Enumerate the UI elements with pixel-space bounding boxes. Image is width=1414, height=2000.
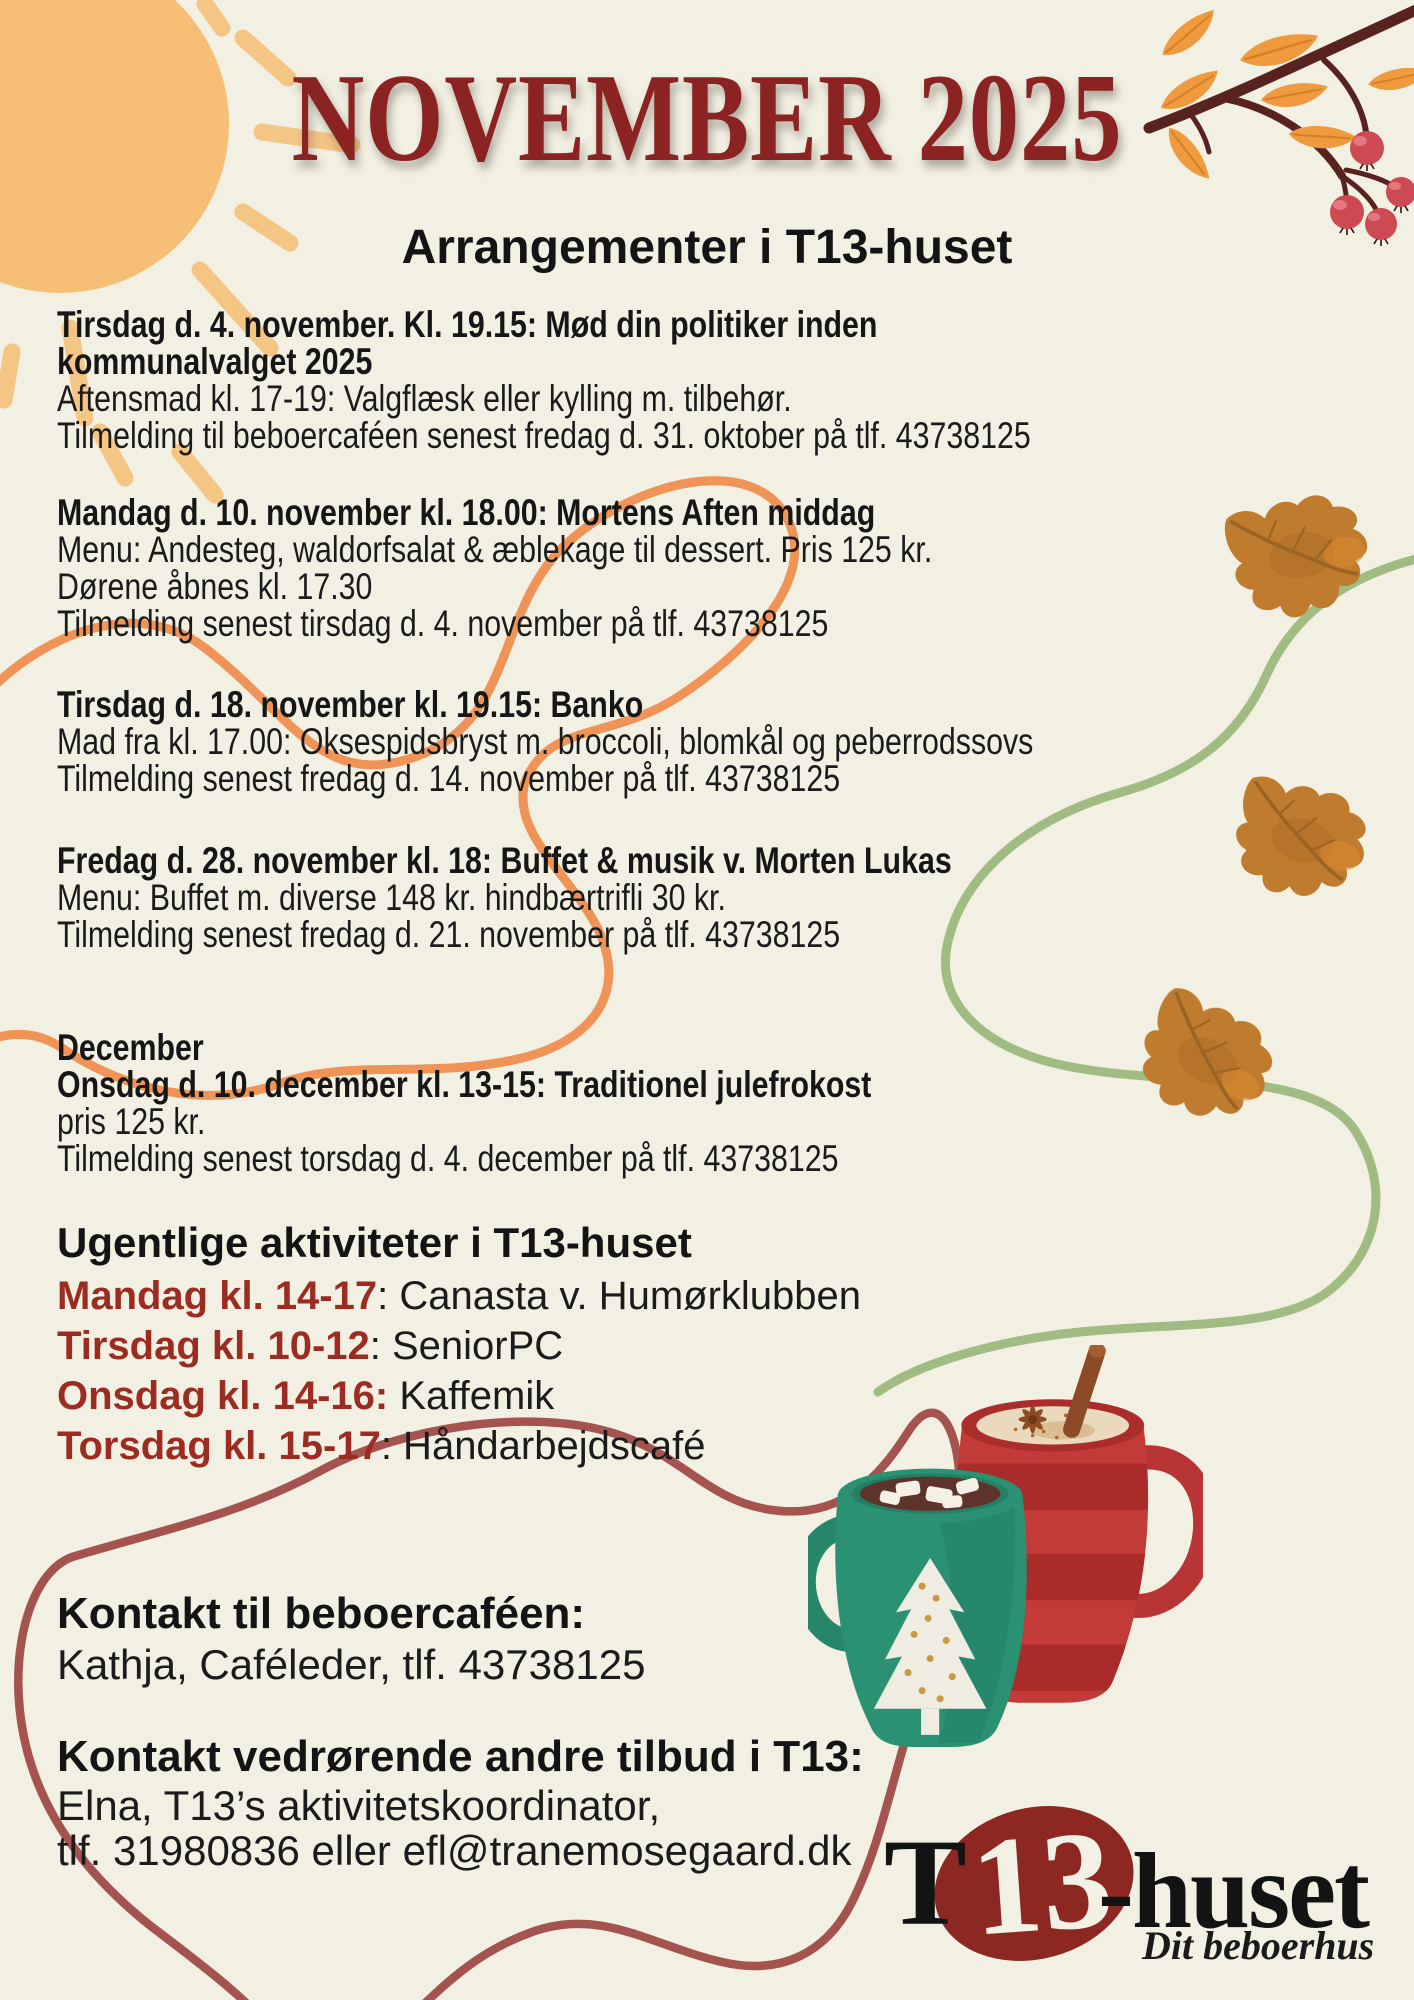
december-block: December Onsdag d. 10. december kl. 13-1… <box>57 1029 1414 1177</box>
poster-subtitle: Arrangementer i T13-huset <box>401 221 1013 274</box>
orange-squiggle <box>0 476 800 1100</box>
weekly-item: Onsdag kl. 14-16: Kaffemik <box>57 1376 861 1416</box>
event-line: Tilmelding senest fredag d. 21. november… <box>57 914 841 955</box>
logo-number: 13 <box>966 1801 1118 1966</box>
event-line: Tilmelding senest tirsdag d. 4. november… <box>57 603 829 644</box>
hot-drink-mugs-illustration <box>808 1345 1203 1747</box>
event-line: Tilmelding senest torsdag d. 4. december… <box>57 1138 839 1179</box>
contact-line: Kathja, Caféleder, tlf. 43738125 <box>57 1641 646 1688</box>
sun-icon <box>0 0 361 504</box>
weekly-item: Mandag kl. 14-17: Canasta v. Humørklubbe… <box>57 1276 861 1316</box>
event-heading: Mandag d. 10. november kl. 18.00: Morten… <box>57 492 876 533</box>
weekly-item-text: : Håndarbejdscafé <box>380 1424 706 1468</box>
weekly-item-label: Torsdag kl. 15-17 <box>57 1424 381 1468</box>
christmas-tree <box>873 1558 987 1735</box>
event-heading: Tirsdag d. 18. november kl. 19.15: Banko <box>57 684 644 725</box>
weekly-item-label: Onsdag kl. 14-16: <box>57 1374 389 1418</box>
berries <box>1330 131 1414 246</box>
event-line: Tilmelding til beboercaféen senest freda… <box>57 415 1031 456</box>
weekly-heading: Ugentlige aktiviteter i T13-huset <box>57 1219 692 1266</box>
december-label: December <box>57 1027 204 1068</box>
logo-letter-t: T <box>884 1814 967 1951</box>
weekly-item: Torsdag kl. 15-17: Håndarbejdscafé <box>57 1426 861 1466</box>
autumn-branch-berries-icon <box>1143 3 1414 246</box>
logo-suffix: -huset <box>1098 1832 1370 1951</box>
green-squiggle <box>873 554 1414 1397</box>
event-heading: Tirsdag d. 4. november. Kl. 19.15: Mød d… <box>57 304 878 382</box>
red-blob-squiggle <box>14 1408 965 2000</box>
contact-heading: Kontakt til beboercaféen: <box>57 1589 586 1638</box>
event-line: Menu: Buffet m. diverse 148 kr. hindbært… <box>57 877 726 918</box>
month-title: NOVEMBER 2025 <box>291 49 1123 188</box>
contact-other-section: Kontakt vedrørende andre tilbud i T13: E… <box>57 1731 864 1873</box>
event-line: pris 125 kr. <box>57 1101 206 1142</box>
logo-tagline: Dit beboerhus <box>1142 1923 1375 1968</box>
star-anise <box>1018 1405 1047 1434</box>
contact-cafe-section: Kontakt til beboercaféen: Kathja, Caféle… <box>57 1588 645 1690</box>
weekly-section: Ugentlige aktiviteter i T13-huset Mandag… <box>57 1219 861 1467</box>
weekly-item: Tirsdag kl. 10-12: SeniorPC <box>57 1326 861 1366</box>
event-heading: Fredag d. 28. november kl. 18: Buffet & … <box>57 840 952 881</box>
weekly-item-label: Tirsdag kl. 10-12 <box>57 1324 370 1368</box>
event-block: Tirsdag d. 18. november kl. 19.15: Banko… <box>57 686 1414 797</box>
weekly-item-text: : Canasta v. Humørklubben <box>377 1274 862 1318</box>
event-block: Mandag d. 10. november kl. 18.00: Morten… <box>57 494 1414 642</box>
event-line: Aftensmad kl. 17-19: Valgflæsk eller kyl… <box>57 378 792 419</box>
t13-logo: T 13 -huset Dit beboerhus <box>884 1784 1414 2000</box>
weekly-item-label: Mandag kl. 14-17 <box>57 1274 378 1318</box>
event-block: Tirsdag d. 4. november. Kl. 19.15: Mød d… <box>57 306 1414 454</box>
contact-heading: Kontakt vedrørende andre tilbud i T13: <box>57 1732 864 1781</box>
event-line: Tilmelding senest fredag d. 14. november… <box>57 758 841 799</box>
contact-line: tlf. 31980836 eller efl@tranemosegaard.d… <box>57 1827 852 1874</box>
contact-line: Elna, T13’s aktivitetskoordinator, <box>57 1782 661 1829</box>
weekly-item-text: Kaffemik <box>388 1374 555 1418</box>
event-block: Fredag d. 28. november kl. 18: Buffet & … <box>57 842 1414 953</box>
event-line: Menu: Andesteg, waldorfsalat & æblekage … <box>57 529 933 570</box>
weekly-item-text: : SeniorPC <box>369 1324 564 1368</box>
event-line: Dørene åbnes kl. 17.30 <box>57 566 373 607</box>
cinnamon-stick <box>1063 1345 1106 1438</box>
green-mug <box>808 1468 1027 1747</box>
december-heading: Onsdag d. 10. december kl. 13-15: Tradit… <box>57 1064 872 1105</box>
event-line: Mad fra kl. 17.00: Oksespidsbryst m. bro… <box>57 721 1034 762</box>
